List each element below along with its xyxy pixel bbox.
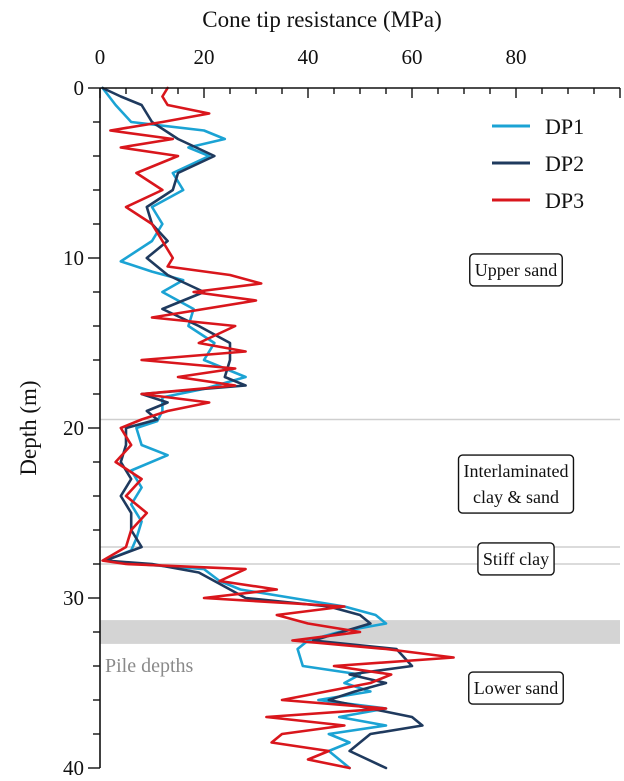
zone-label-text: Lower sand	[474, 678, 558, 698]
series-group	[101, 86, 455, 770]
zone-label-box	[457, 454, 575, 514]
zone-label: Lower sand	[468, 671, 564, 705]
x-tick-label: 0	[95, 45, 106, 69]
legend-label-dp1: DP1	[545, 114, 584, 139]
y-tick-label: 0	[74, 76, 85, 100]
x-tick-label: 80	[506, 45, 527, 69]
zone-label-text: Interlaminated	[464, 461, 569, 481]
y-tick-label: 10	[63, 246, 84, 270]
zone-label-text: clay & sand	[473, 487, 559, 507]
x-tick-label: 60	[402, 45, 423, 69]
y-tick-label: 40	[63, 756, 84, 780]
zone-label: Stiff clay	[477, 542, 555, 576]
legend-label-dp3: DP3	[545, 188, 584, 213]
x-axis-title: Cone tip resistance (MPa)	[202, 7, 442, 32]
zone-label: Interlaminated clay & sand	[457, 454, 575, 514]
legend-label-dp2: DP2	[545, 151, 584, 176]
zone-label: Upper sand	[469, 253, 563, 287]
zone-label-text: Upper sand	[475, 260, 557, 280]
zone-label-box	[468, 671, 564, 705]
x-ticks: 0 20 40 60 80	[95, 45, 621, 98]
y-axis-title: Depth (m)	[16, 380, 41, 475]
y-ticks: 0 10 20 30 40	[63, 76, 100, 780]
y-tick-label: 30	[63, 586, 84, 610]
zone-labels: Upper sand Interlaminated clay & sand Stiff…	[457, 253, 575, 705]
pile-depths-label: Pile depths	[105, 655, 194, 677]
axes: 0 20 40 60 80 0 10 20 30 40	[63, 45, 621, 780]
y-tick-label: 20	[63, 416, 84, 440]
zone-label-text: Stiff clay	[483, 549, 549, 569]
x-tick-label: 20	[194, 45, 215, 69]
legend: DP1 DP2 DP3	[492, 114, 584, 213]
series-line-dp3	[101, 86, 455, 770]
zone-label-box	[469, 253, 563, 287]
zone-label-box	[477, 542, 555, 576]
x-tick-label: 40	[298, 45, 319, 69]
